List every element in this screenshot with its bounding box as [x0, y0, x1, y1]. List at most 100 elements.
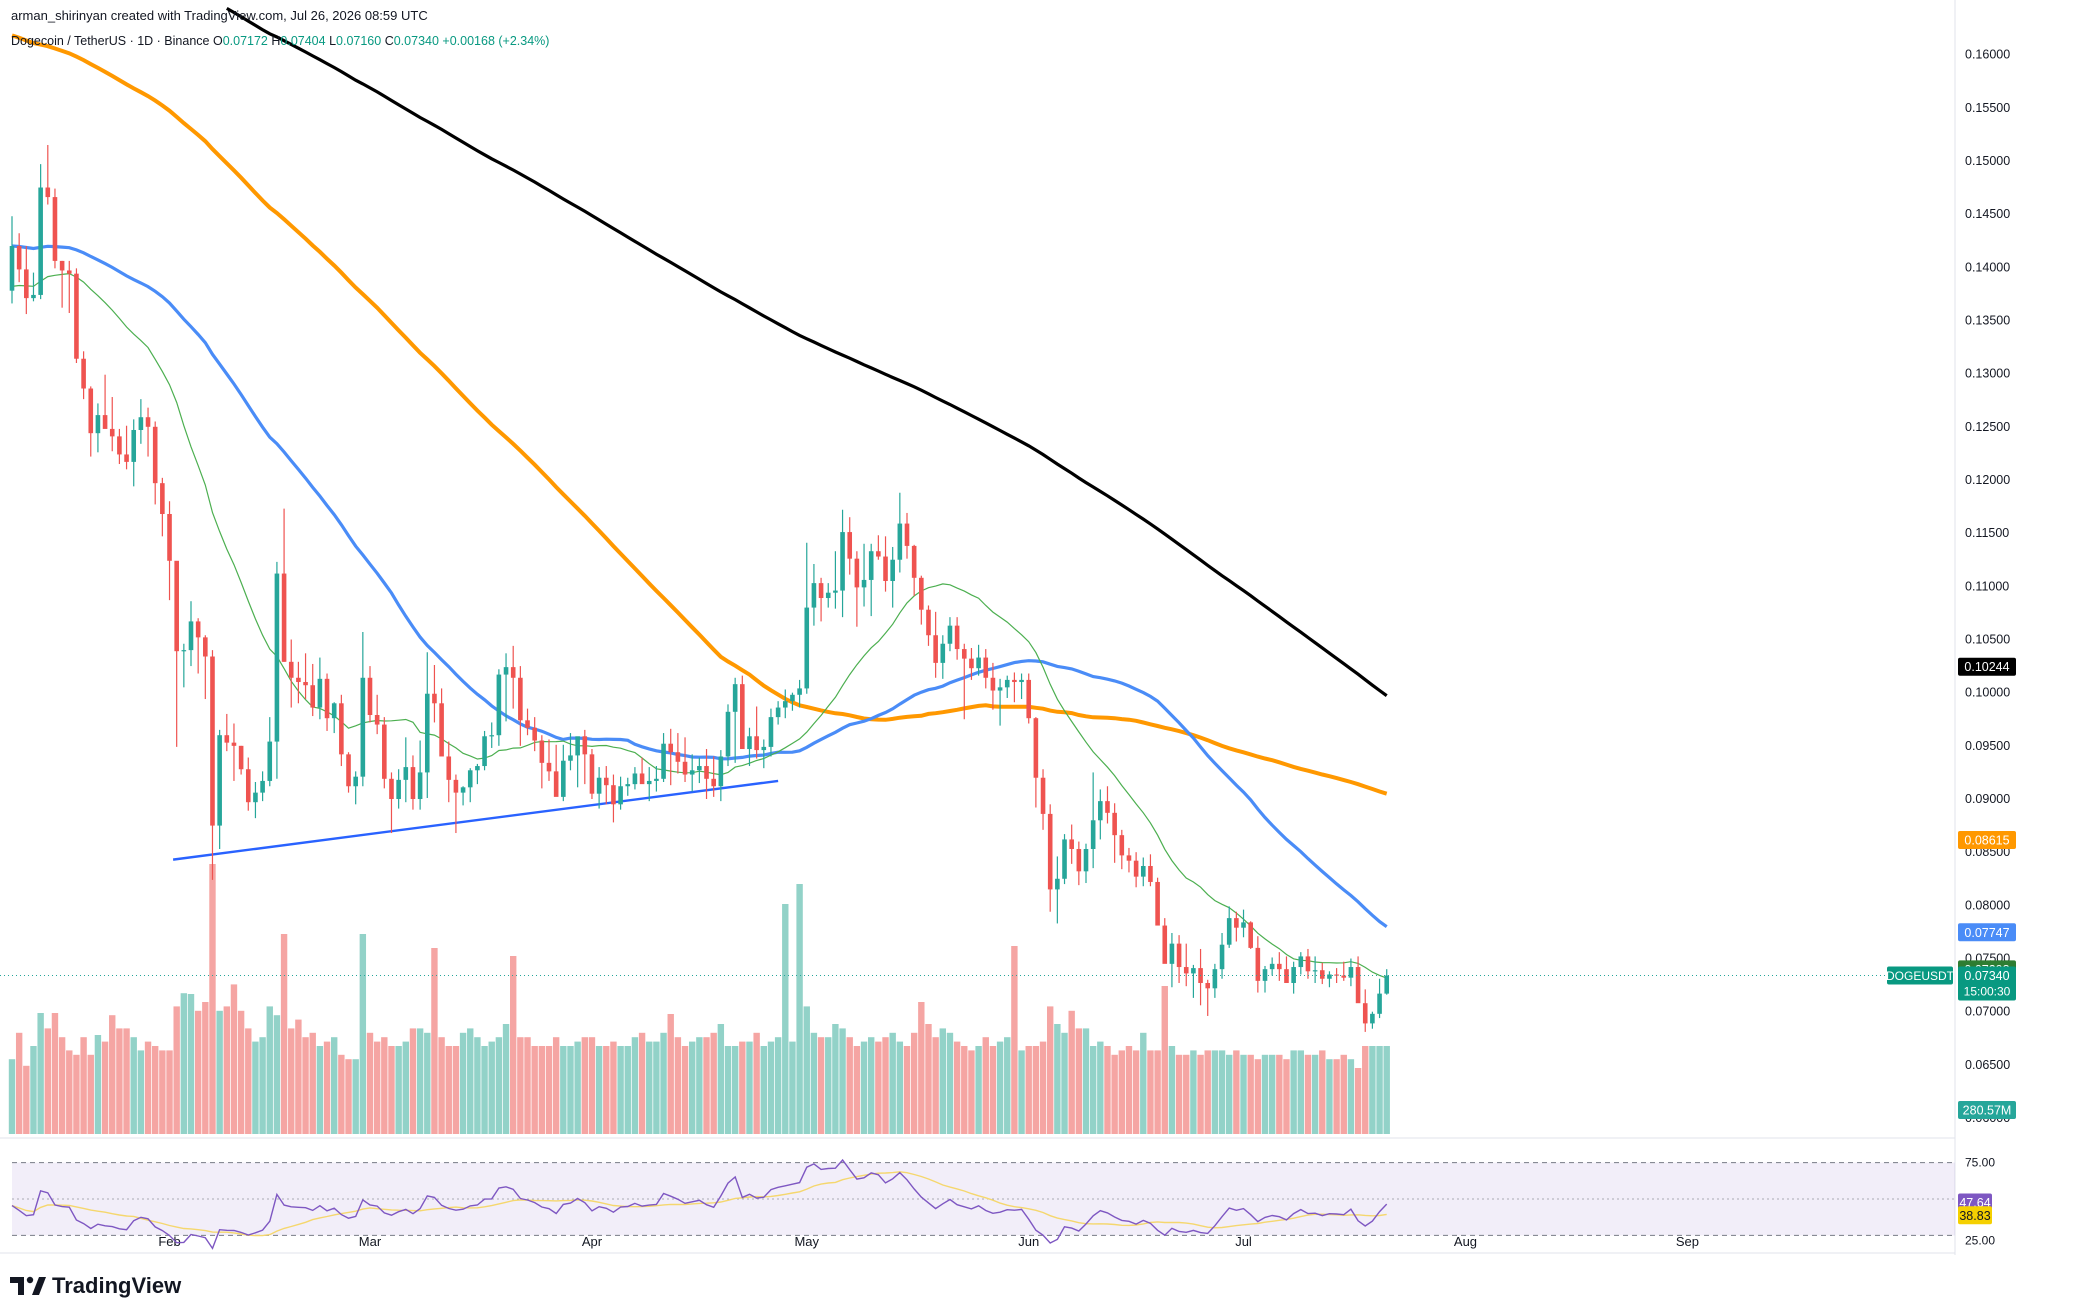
price-axis-tick: 0.14000: [1965, 260, 2010, 274]
volume-bar: [617, 1046, 624, 1134]
volume-bar: [846, 1037, 853, 1134]
volume-bar: [474, 1037, 481, 1134]
candle-body: [911, 545, 917, 578]
volume-bar: [94, 1035, 102, 1134]
ma200-line: [226, 7, 1388, 697]
volume-bar: [1011, 946, 1018, 1134]
candle-body: [145, 417, 151, 427]
time-axis-tick: May: [794, 1234, 819, 1249]
candle-body: [625, 784, 631, 787]
volume-bar: [8, 1059, 16, 1134]
volume-bar: [137, 1050, 145, 1134]
volume-bar: [80, 1037, 87, 1134]
candle-body: [1105, 801, 1110, 813]
candle-body: [1305, 956, 1311, 972]
candle-body: [1055, 878, 1060, 890]
volume-bar: [66, 1050, 73, 1134]
volume-bar: [925, 1024, 932, 1134]
candle-body: [88, 388, 94, 434]
candle-body: [138, 417, 144, 430]
price-axis-tick: 0.15000: [1965, 154, 2010, 168]
symbol-tag: DOGEUSDT: [1886, 969, 1955, 983]
symbol-name[interactable]: Dogecoin / TetherUS · 1D · Binance: [11, 34, 210, 48]
volume-bar: [510, 956, 517, 1134]
volume-bar: [295, 1019, 302, 1134]
candle-body: [224, 735, 230, 743]
volume-bar: [101, 1041, 109, 1134]
candle-body: [539, 740, 545, 763]
volume-bar: [953, 1041, 961, 1134]
candle-body: [1183, 967, 1189, 974]
price-axis-tick: 0.12500: [1965, 420, 2010, 434]
volume-bar: [123, 1028, 130, 1134]
candle-body: [582, 736, 588, 755]
candle-body: [496, 674, 502, 736]
volume-bar: [173, 1006, 180, 1134]
candle-body: [1234, 918, 1239, 928]
candle-body: [238, 745, 244, 770]
volume-bar: [803, 1006, 810, 1134]
candle-body: [1119, 835, 1125, 856]
candle-body: [969, 658, 974, 669]
volume-bar: [352, 1059, 359, 1134]
volume-bar: [1333, 1059, 1340, 1134]
volume-bar: [996, 1041, 1004, 1134]
candle-body: [833, 590, 838, 593]
volume-bar: [717, 1024, 725, 1134]
candle-body: [1026, 679, 1032, 719]
volume-bar: [194, 1010, 202, 1134]
volume-bar: [37, 1013, 44, 1134]
candle-body: [1047, 813, 1053, 890]
candle-body: [1019, 679, 1024, 683]
candle-body: [1377, 993, 1382, 1014]
candle-body: [1004, 679, 1010, 688]
candle-body: [1269, 963, 1275, 970]
volume-bar: [839, 1028, 846, 1134]
candle-body: [1319, 970, 1325, 979]
candle-body: [1083, 848, 1089, 872]
volume-bar: [1311, 1054, 1319, 1134]
candle-body: [525, 720, 530, 728]
price-axis-tick: 0.07000: [1965, 1005, 2010, 1019]
ma50-line: [11, 244, 1388, 928]
volume-bar: [1290, 1050, 1297, 1134]
candle-body: [553, 771, 559, 797]
volume-bar: [567, 1046, 574, 1134]
volume-bar: [689, 1041, 696, 1134]
candle-body: [31, 294, 36, 299]
volume-bar: [502, 1024, 510, 1134]
volume-bar: [910, 1032, 918, 1134]
volume-bar: [44, 1028, 51, 1134]
volume-bar: [1261, 1054, 1269, 1134]
candle-body: [725, 711, 731, 757]
volume-bar: [1354, 1068, 1362, 1134]
tradingview-logo[interactable]: TradingView: [10, 1272, 181, 1300]
candle-body: [611, 785, 616, 805]
candle-countdown: 15:00:30: [1964, 985, 2011, 999]
candle-body: [260, 780, 265, 793]
volume-bar: [338, 1054, 345, 1134]
volume-bar: [724, 1046, 732, 1134]
volume-bar: [223, 1006, 230, 1134]
candle-body: [109, 428, 115, 437]
candle-body: [160, 483, 165, 515]
candle-body: [503, 667, 509, 675]
candle-body: [546, 762, 552, 772]
candle-body: [124, 454, 129, 462]
volume-bar: [961, 1046, 968, 1134]
volume-bar: [152, 1046, 159, 1134]
volume-bar: [209, 864, 216, 1134]
volume-bar: [1362, 1046, 1369, 1134]
candle-body: [38, 187, 43, 295]
ma100-price-tag-bg: [1958, 830, 2016, 849]
time-axis-tick: Aug: [1454, 1234, 1477, 1249]
ohlc-close: 0.07340: [393, 34, 439, 48]
candle-body: [876, 551, 881, 557]
candle-body: [775, 707, 781, 718]
volume-bar: [1068, 1010, 1075, 1134]
candle-body: [919, 577, 924, 610]
candle-body: [890, 559, 895, 581]
candle-body: [646, 780, 652, 785]
candle-body: [575, 736, 580, 756]
